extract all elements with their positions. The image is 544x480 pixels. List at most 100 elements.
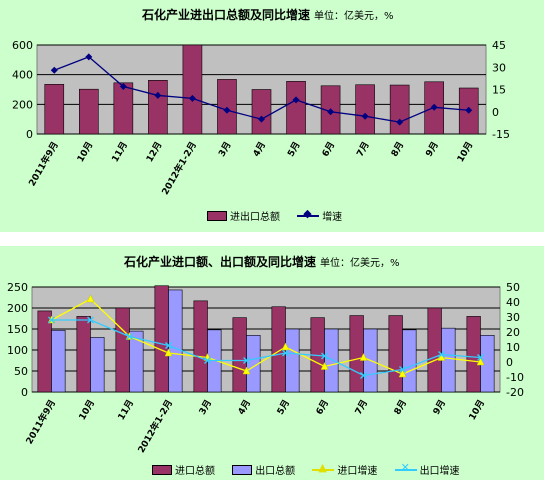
y-tick-label-right: 0 xyxy=(506,356,513,369)
line-point xyxy=(430,103,438,111)
bar xyxy=(182,44,203,135)
legend-label: 进口增速 xyxy=(337,466,378,477)
y-tick-label-right: -15 xyxy=(492,128,510,141)
line-point xyxy=(48,316,55,324)
series-line xyxy=(51,319,481,377)
bar xyxy=(113,82,134,135)
line-point xyxy=(50,66,58,74)
line-point xyxy=(465,106,473,114)
line-point xyxy=(477,354,484,361)
bar xyxy=(285,328,300,393)
bar xyxy=(129,330,144,393)
bar xyxy=(402,329,417,393)
y-tick-label-right: 10 xyxy=(506,341,520,354)
line-point xyxy=(399,366,406,373)
legend-label: 进口总额 xyxy=(175,466,215,477)
bar xyxy=(79,88,99,135)
y-tick-label-left: 600 xyxy=(12,39,33,52)
line-point xyxy=(476,357,485,366)
y-tick-label-right: 0 xyxy=(492,106,499,119)
legend-item: 进出口总额 xyxy=(207,208,280,223)
x-tick-label: 8月 xyxy=(389,140,406,159)
line-point xyxy=(327,108,335,116)
line-point xyxy=(87,316,94,324)
bar xyxy=(427,307,442,393)
line-point xyxy=(164,348,173,357)
y-tick-label-left: 0 xyxy=(26,128,33,141)
line-point xyxy=(188,94,196,102)
line-point xyxy=(359,352,368,361)
chart-panel-total: 石化产业进出口总额及同比增速 单位：亿美元，% 0 200 400 600 -15 0 15 3… xyxy=(0,0,544,232)
x-tick-label: 2012年1-2月 xyxy=(159,140,199,197)
y-tick-label-right: 30 xyxy=(492,61,506,74)
x-tick-label: 3月 xyxy=(197,398,214,417)
line-point xyxy=(86,294,95,303)
y-tick-label-left: 250 xyxy=(7,281,28,294)
line-point xyxy=(361,112,369,120)
legend-line-swatch xyxy=(297,207,320,221)
line-point xyxy=(204,357,211,364)
chart-svg-total: 0 200 400 600 -15 0 15 30 45 2011年9月 10月 11月 12月2012… xyxy=(12,39,510,197)
chart-legend: 进口总额 出口总额 进口增速 出口增速 xyxy=(152,461,474,478)
line-point xyxy=(292,96,300,104)
legend-item: 增速 xyxy=(297,207,342,223)
y-tick-label-left: 50 xyxy=(14,365,28,378)
bar xyxy=(44,84,65,135)
x-tick-label: 4月 xyxy=(251,140,268,159)
legend-item: 进口总额 xyxy=(152,462,215,477)
y-tick-label-right: 20 xyxy=(506,326,520,339)
line-point xyxy=(438,351,445,358)
line-point xyxy=(165,342,172,349)
legend-swatch xyxy=(207,210,227,221)
x-tick-label: 8月 xyxy=(392,398,409,417)
legend-label: 进出口总额 xyxy=(230,212,280,223)
line-point xyxy=(126,333,133,340)
x-tick-label: 11月 xyxy=(116,398,136,422)
x-tick-label: 12月 xyxy=(144,140,164,164)
chart-title: 石化产业进口额、出口额及同比增速 单位：亿美元，% xyxy=(124,253,400,270)
bar xyxy=(168,289,183,393)
legend-line-swatch xyxy=(312,461,335,475)
x-tick-label: 6月 xyxy=(314,398,331,417)
y-tick-label-left: 200 xyxy=(7,302,28,315)
x-tick-label: 9月 xyxy=(431,398,448,417)
line-point xyxy=(282,349,289,357)
bar xyxy=(466,316,481,393)
line-point xyxy=(398,369,407,378)
chart-title: 石化产业进出口总额及同比增速 单位：亿美元，% xyxy=(142,6,394,23)
x-tick-label: 2011年9月 xyxy=(26,140,61,189)
legend-label: 出口增速 xyxy=(419,466,460,477)
unit-label: 单位：亿美元，% xyxy=(320,258,400,269)
bar xyxy=(193,300,208,393)
bar xyxy=(349,315,364,393)
legend-line-swatch xyxy=(394,461,417,475)
y-tick-label-left: 100 xyxy=(7,344,28,357)
legend-item: 出口增速 xyxy=(394,461,460,477)
y-tick-label-right: 30 xyxy=(506,311,520,324)
bar xyxy=(388,315,403,393)
line-point xyxy=(154,91,162,99)
x-tick-label: 2012年1-2月 xyxy=(135,398,175,455)
x-tick-label: 10月 xyxy=(455,140,475,164)
divider xyxy=(0,232,544,246)
x-tick-label: 10月 xyxy=(77,398,97,422)
line-point xyxy=(85,53,93,61)
bar xyxy=(355,84,375,135)
line-point xyxy=(242,366,251,375)
line-point xyxy=(258,115,265,123)
y-tick-label-left: 400 xyxy=(12,69,33,82)
y-tick-label-left: 200 xyxy=(12,98,33,111)
bar xyxy=(251,89,272,135)
x-tick-label: 6月 xyxy=(320,140,337,159)
line-point xyxy=(223,106,231,114)
x-tick-label: 7月 xyxy=(353,398,370,417)
bar xyxy=(389,84,410,135)
x-tick-label: 2011年9月 xyxy=(23,398,58,447)
chart-legend: 进出口总额 增速 xyxy=(207,207,356,224)
y-tick-label-right: 40 xyxy=(506,296,520,309)
legend-swatch xyxy=(152,464,172,475)
bar xyxy=(90,337,105,393)
bar xyxy=(286,81,306,135)
x-tick-label: 10月 xyxy=(75,140,95,164)
line-point xyxy=(320,361,329,370)
